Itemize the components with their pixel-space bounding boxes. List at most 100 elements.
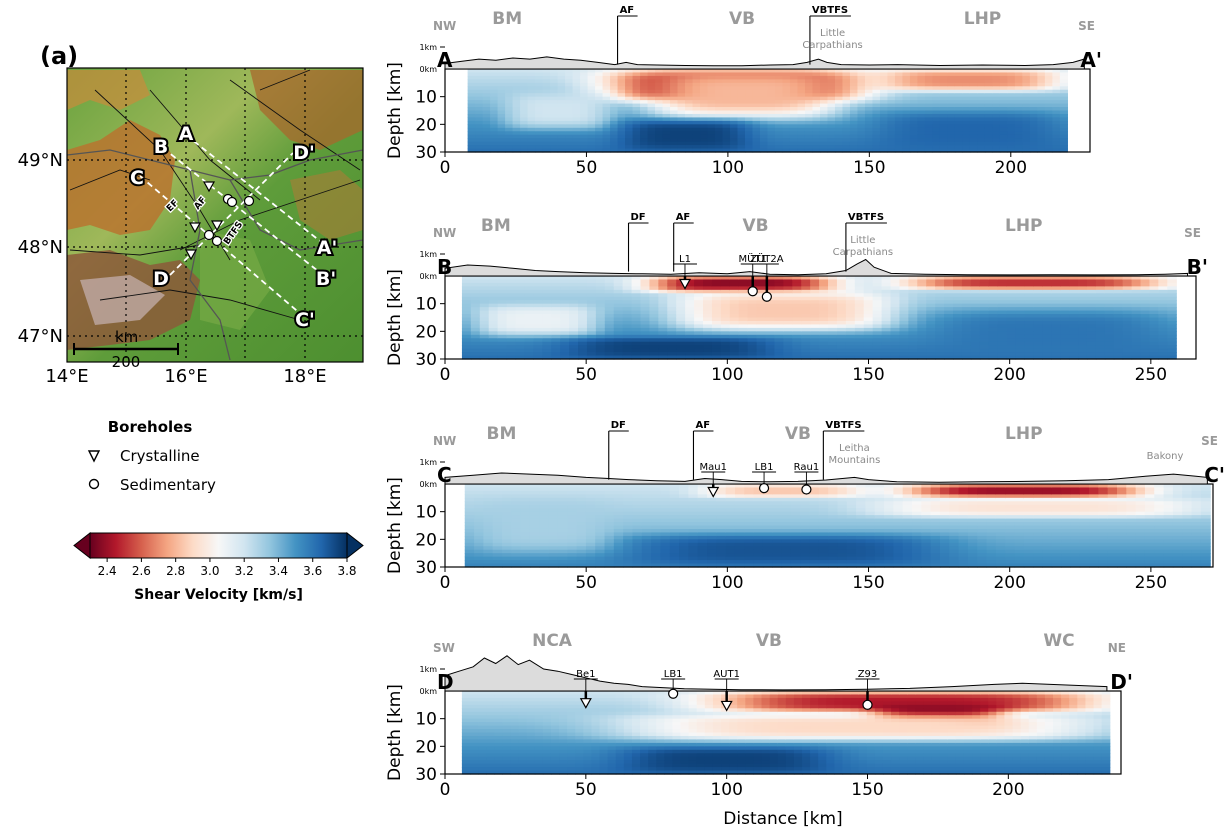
location-map: (a) bbox=[18, 42, 364, 387]
velocity-cell bbox=[1024, 331, 1034, 336]
velocity-cell bbox=[819, 107, 829, 112]
velocity-cell bbox=[1022, 138, 1031, 143]
velocity-cell bbox=[730, 107, 739, 112]
velocity-cell bbox=[533, 279, 543, 284]
velocity-cell bbox=[762, 542, 773, 547]
velocity-cell bbox=[565, 141, 574, 146]
velocity-cell bbox=[542, 296, 552, 301]
velocity-cell bbox=[542, 317, 552, 322]
velocity-cell bbox=[819, 348, 829, 353]
velocity-cell bbox=[617, 131, 626, 136]
velocity-cell bbox=[783, 289, 793, 294]
velocity-cell bbox=[679, 515, 689, 520]
velocity-cell bbox=[640, 79, 649, 84]
velocity-cell bbox=[782, 113, 791, 119]
velocity-cell bbox=[1104, 338, 1115, 343]
velocity-cell bbox=[827, 124, 836, 129]
velocity-cell bbox=[613, 327, 624, 332]
velocity-cell bbox=[585, 508, 596, 513]
x-tick-label: 100 bbox=[711, 365, 743, 385]
velocity-cell bbox=[1086, 314, 1097, 319]
velocity-cell bbox=[804, 107, 814, 112]
velocity-cell bbox=[527, 93, 536, 98]
velocity-cell bbox=[756, 352, 767, 357]
velocity-cell bbox=[783, 345, 793, 350]
velocity-cell bbox=[515, 300, 526, 305]
velocity-cell bbox=[890, 293, 901, 298]
velocity-cell bbox=[722, 117, 731, 122]
velocity-cell bbox=[737, 134, 746, 139]
velocity-cell bbox=[557, 518, 568, 523]
velocity-cell bbox=[935, 331, 945, 336]
velocity-cell bbox=[512, 72, 521, 77]
velocity-cell bbox=[961, 276, 972, 281]
velocity-cell bbox=[1029, 120, 1038, 125]
velocity-cell bbox=[685, 131, 694, 136]
velocity-cell bbox=[535, 141, 544, 146]
velocity-cell bbox=[492, 490, 503, 495]
velocity-cell bbox=[872, 282, 883, 287]
velocity-cell bbox=[492, 484, 503, 489]
velocity-cell bbox=[640, 113, 649, 119]
velocity-cell bbox=[482, 145, 491, 150]
velocity-cell bbox=[827, 120, 836, 125]
velocity-cell bbox=[533, 324, 543, 329]
velocity-cell bbox=[845, 276, 856, 281]
velocity-cell bbox=[970, 282, 981, 287]
velocity-cell bbox=[725, 560, 736, 565]
velocity-cell bbox=[662, 124, 671, 129]
velocity-cell bbox=[722, 138, 731, 143]
velocity-cell bbox=[533, 338, 543, 343]
velocity-cell bbox=[1095, 282, 1106, 287]
velocity-cell bbox=[502, 560, 512, 565]
velocity-cell bbox=[527, 79, 536, 84]
velocity-cell bbox=[587, 72, 596, 77]
velocity-cell bbox=[722, 100, 731, 105]
velocity-cell bbox=[800, 528, 811, 534]
velocity-cell bbox=[734, 528, 745, 534]
velocity-cell bbox=[804, 120, 814, 125]
velocity-cell bbox=[1014, 96, 1023, 101]
velocity-cell bbox=[567, 539, 578, 544]
velocity-cell bbox=[872, 293, 883, 298]
velocity-cell bbox=[1052, 110, 1061, 115]
velocity-cell bbox=[524, 307, 534, 312]
velocity-cell bbox=[641, 494, 652, 499]
velocity-cell bbox=[610, 145, 619, 150]
map-lat-tick: 47°N bbox=[18, 326, 63, 347]
velocity-cell bbox=[819, 72, 829, 77]
velocity-cell bbox=[707, 556, 717, 561]
velocity-cell bbox=[604, 314, 615, 319]
velocity-cell bbox=[979, 293, 990, 298]
velocity-cell bbox=[997, 331, 1008, 336]
map-borehole-sedimentary bbox=[203, 229, 215, 241]
velocity-cell bbox=[685, 96, 694, 101]
velocity-cell bbox=[979, 314, 990, 319]
velocity-cell bbox=[737, 110, 746, 115]
velocity-cell bbox=[1051, 327, 1061, 332]
velocity-cell bbox=[792, 324, 802, 329]
velocity-cell bbox=[1113, 314, 1124, 319]
velocity-cell bbox=[887, 93, 896, 98]
velocity-cell bbox=[542, 100, 551, 105]
velocity-cell bbox=[557, 69, 566, 74]
velocity-cell bbox=[781, 484, 792, 489]
velocity-cell bbox=[632, 86, 641, 91]
velocity-cell bbox=[997, 310, 1008, 315]
velocity-cell bbox=[926, 341, 936, 346]
velocity-cell bbox=[669, 556, 680, 561]
velocity-cell bbox=[655, 124, 664, 129]
velocity-cell bbox=[879, 113, 889, 119]
velocity-cell bbox=[703, 289, 713, 294]
velocity-cell bbox=[1022, 141, 1031, 146]
velocity-cell bbox=[604, 560, 615, 565]
velocity-cell bbox=[801, 355, 811, 360]
velocity-cell bbox=[909, 131, 919, 136]
velocity-cell bbox=[1078, 289, 1088, 294]
velocity-cell bbox=[789, 107, 799, 112]
velocity-cell bbox=[467, 134, 476, 139]
velocity-cell bbox=[527, 69, 536, 74]
velocity-cell bbox=[511, 494, 522, 499]
velocity-cell bbox=[497, 286, 508, 291]
velocity-cell bbox=[894, 110, 904, 115]
